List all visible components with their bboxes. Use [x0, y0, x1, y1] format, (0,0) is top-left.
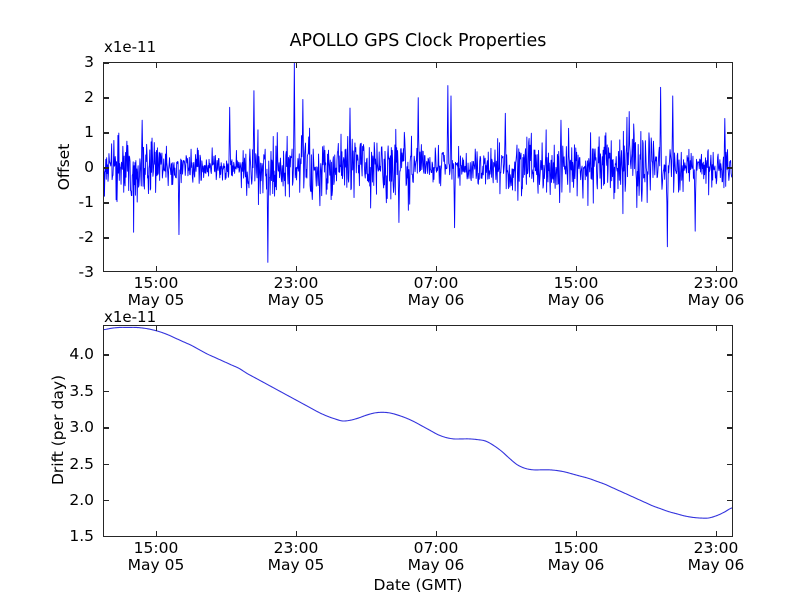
top-xtick-label: 15:00 May 06: [548, 275, 605, 308]
bottom-ytick-mark: [727, 354, 733, 356]
bottom-xtick-label: 07:00 May 06: [408, 540, 465, 573]
top-ytick-mark: [103, 167, 109, 169]
top-ytick-mark: [727, 167, 733, 169]
top-yaxis-exponent-label: x1e-11: [104, 38, 157, 56]
top-xtick-time: 15:00: [553, 274, 599, 292]
offset-plot-area: [103, 62, 733, 272]
top-ytick-label: -3: [78, 263, 94, 281]
top-xtick-mark: [575, 62, 578, 68]
bottom-ytick-mark: [727, 390, 733, 393]
bottom-ytick-mark: [727, 463, 733, 466]
top-xtick-time: 23:00: [693, 274, 739, 292]
top-xtick-date: May 05: [127, 290, 185, 309]
bottom-xaxis-label: Date (GMT): [373, 576, 463, 594]
bottom-xtick-label: 15:00 May 05: [128, 540, 185, 573]
top-xtick-time: 07:00: [413, 274, 459, 292]
top-xtick-date: May 06: [687, 290, 745, 309]
bottom-xtick-mark: [435, 325, 438, 331]
offset-data-line: [104, 63, 732, 263]
bottom-xtick-mark: [575, 325, 578, 331]
bottom-xtick-label: 23:00 May 06: [688, 540, 745, 573]
bottom-ytick-mark: [103, 354, 109, 356]
top-xtick-mark: [715, 266, 718, 272]
top-xtick-time: 15:00: [133, 274, 179, 292]
top-ytick-mark: [103, 237, 109, 239]
top-xtick-mark: [435, 266, 438, 272]
bottom-xtick-date: May 05: [127, 555, 185, 574]
top-ytick-label: -1: [78, 193, 94, 211]
top-xtick-label: 07:00 May 06: [408, 275, 465, 308]
bottom-ytick-label: 2.0: [69, 490, 94, 509]
bottom-ytick-mark: [103, 499, 109, 502]
bottom-xtick-date: May 06: [687, 555, 745, 574]
bottom-ytick-mark: [103, 463, 109, 466]
top-ytick-label: -2: [78, 228, 94, 246]
top-ytick-mark: [103, 97, 109, 99]
bottom-xtick-time: 15:00: [553, 539, 599, 557]
top-ytick-mark: [727, 237, 733, 239]
drift-plot-area: [103, 325, 733, 537]
drift-data-line: [104, 326, 732, 519]
chart-title: APOLLO GPS Clock Properties: [289, 31, 547, 51]
top-xtick-time: 23:00: [273, 274, 319, 292]
bottom-xtick-mark: [575, 531, 578, 537]
top-ytick-mark: [103, 62, 109, 64]
top-xtick-mark: [575, 266, 578, 272]
bottom-ytick-label: 3.5: [69, 381, 94, 400]
bottom-xtick-mark: [155, 325, 158, 331]
top-ytick-mark: [103, 132, 109, 134]
bottom-ytick-label: 3.0: [69, 418, 94, 437]
bottom-xtick-label: 23:00 May 05: [268, 540, 325, 573]
offset-trace-svg: [104, 63, 732, 263]
bottom-xtick-date: May 06: [407, 555, 465, 574]
top-xtick-label: 15:00 May 05: [128, 275, 185, 308]
bottom-xtick-time: 23:00: [273, 539, 319, 557]
bottom-xtick-label: 15:00 May 06: [548, 540, 605, 573]
bottom-ytick-mark: [103, 390, 109, 393]
top-xtick-date: May 06: [547, 290, 605, 309]
top-ytick-mark: [727, 202, 733, 204]
bottom-ytick-label: 1.5: [69, 527, 94, 546]
bottom-yaxis-exponent-label: x1e-11: [104, 308, 157, 326]
top-ytick-label: 2: [84, 88, 94, 106]
top-ytick-mark: [727, 97, 733, 99]
top-xtick-mark: [715, 62, 718, 68]
top-ytick-mark: [103, 202, 109, 204]
top-ytick-label: 3: [84, 53, 94, 71]
bottom-ytick-mark: [103, 427, 109, 429]
bottom-ytick-label: 4.0: [69, 345, 94, 364]
bottom-ytick-mark: [727, 427, 733, 429]
bottom-xtick-mark: [295, 325, 298, 331]
top-xtick-label: 23:00 May 05: [268, 275, 325, 308]
bottom-xtick-mark: [155, 531, 158, 537]
bottom-xtick-mark: [295, 531, 298, 537]
bottom-xtick-mark: [715, 325, 718, 331]
top-xtick-mark: [155, 266, 158, 272]
bottom-xtick-time: 15:00: [133, 539, 179, 557]
bottom-xtick-date: May 05: [267, 555, 325, 574]
bottom-xtick-mark: [715, 531, 718, 537]
bottom-ytick-mark: [727, 499, 733, 502]
top-ytick-label: 1: [84, 123, 94, 141]
drift-trace-svg: [104, 326, 732, 519]
top-ytick-mark: [727, 132, 733, 134]
bottom-xtick-mark: [435, 531, 438, 537]
bottom-xtick-date: May 06: [547, 555, 605, 574]
top-ytick-label: 0: [84, 158, 94, 176]
top-xtick-mark: [295, 62, 298, 68]
top-xtick-mark: [295, 266, 298, 272]
top-xtick-mark: [155, 62, 158, 68]
bottom-xtick-time: 07:00: [413, 539, 459, 557]
top-xtick-mark: [435, 62, 438, 68]
bottom-xtick-time: 23:00: [693, 539, 739, 557]
bottom-ytick-label: 2.5: [69, 454, 94, 473]
top-xtick-date: May 05: [267, 290, 325, 309]
top-xtick-label: 23:00 May 06: [688, 275, 745, 308]
top-xtick-date: May 06: [407, 290, 465, 309]
